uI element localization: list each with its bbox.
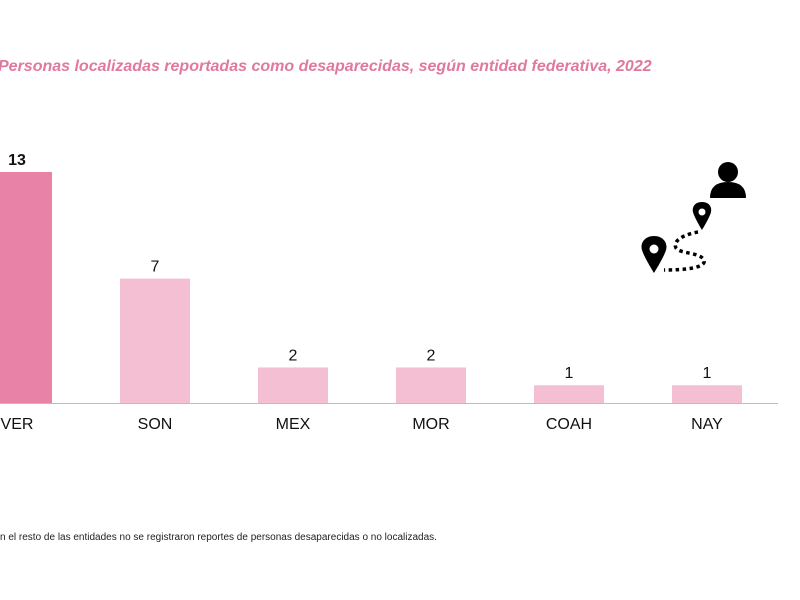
tick-label-mor: MOR <box>412 416 449 433</box>
bar-son <box>120 278 190 403</box>
data-label-coah: 1 <box>565 365 574 382</box>
dotted-route-icon <box>663 230 706 272</box>
location-pin-large-icon <box>641 236 667 273</box>
user-icon <box>710 162 746 198</box>
route-illustration <box>636 156 751 286</box>
data-label-ver: 13 <box>8 152 26 169</box>
tick-label-son: SON <box>138 416 173 433</box>
data-label-mor: 2 <box>427 347 436 364</box>
bar-coah <box>534 385 604 403</box>
tick-label-ver: VER <box>1 416 34 433</box>
data-label-nay: 1 <box>703 365 712 382</box>
bar-mex <box>258 367 328 403</box>
tick-label-coah: COAH <box>546 416 592 433</box>
tick-label-mex: MEX <box>276 416 311 433</box>
chart-title: Personas localizadas reportadas como des… <box>0 58 652 75</box>
bar-ver <box>0 172 52 403</box>
tick-label-nay: NAY <box>691 416 723 433</box>
location-pin-small-icon <box>692 202 712 230</box>
bar-mor <box>396 367 466 403</box>
bar-nay <box>672 385 742 403</box>
footnote: n el resto de las entidades no se regist… <box>0 532 437 543</box>
data-label-son: 7 <box>151 259 160 276</box>
data-label-mex: 2 <box>289 347 298 364</box>
